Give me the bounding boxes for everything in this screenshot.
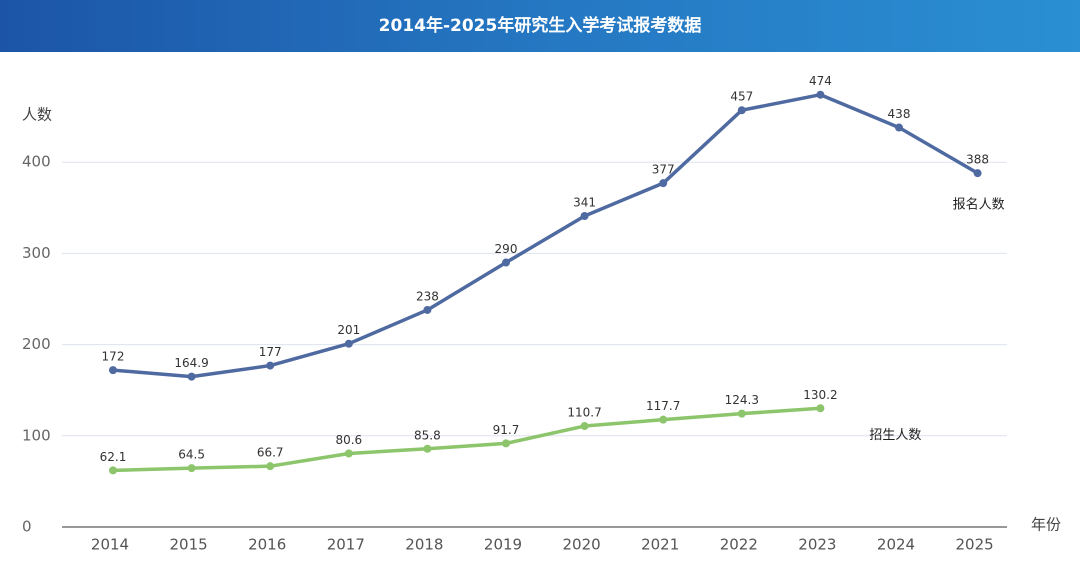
data-point	[580, 422, 589, 431]
x-tick-label: 2015	[170, 536, 208, 554]
series-line	[112, 406, 821, 473]
data-point	[266, 462, 275, 471]
data-point	[895, 123, 903, 132]
y-tick-label: 400	[22, 153, 51, 171]
x-tick-label: 2025	[956, 536, 994, 554]
x-axis-label: 年份	[1031, 516, 1061, 534]
y-tick-label: 100	[22, 426, 51, 444]
data-point	[502, 258, 510, 267]
data-label: 85.8	[414, 428, 441, 442]
x-tick-label: 2018	[405, 536, 443, 554]
data-label: 438	[888, 107, 911, 121]
data-label: 290	[495, 242, 518, 256]
data-label: 110.7	[567, 406, 601, 420]
data-label: 238	[416, 289, 439, 303]
data-label: 91.7	[493, 423, 520, 437]
data-point	[109, 466, 117, 475]
data-point	[187, 372, 196, 381]
data-label: 80.6	[335, 433, 362, 447]
data-label: 341	[573, 196, 596, 210]
data-label: 130.2	[803, 388, 837, 402]
data-label: 124.3	[725, 393, 759, 407]
data-point	[659, 415, 668, 424]
x-tick-label: 2023	[798, 536, 836, 554]
data-label: 66.7	[257, 446, 284, 460]
x-tick-label: 2024	[877, 536, 915, 554]
data-point	[973, 169, 982, 178]
data-point	[344, 449, 353, 458]
data-label: 117.7	[646, 399, 680, 413]
x-tick-label: 2014	[91, 536, 129, 554]
data-point	[109, 366, 117, 375]
data-point	[816, 404, 825, 413]
data-point	[344, 339, 353, 348]
x-tick-label: 2020	[563, 536, 601, 554]
y-axis-label: 人数	[22, 106, 52, 124]
series-line	[112, 92, 979, 379]
series-label: 报名人数	[953, 197, 1005, 213]
x-tick-label: 2021	[641, 536, 679, 554]
data-label: 164.9	[174, 356, 208, 370]
data-point	[423, 305, 432, 314]
x-tick-label: 2016	[248, 536, 286, 554]
data-label: 177	[259, 345, 282, 359]
series-label: 招生人数	[869, 428, 921, 443]
data-point	[816, 90, 825, 99]
x-tick-label: 2019	[484, 536, 522, 554]
data-point	[502, 439, 510, 448]
data-point	[266, 361, 275, 370]
data-label: 64.5	[178, 448, 205, 462]
x-tick-label: 2017	[327, 536, 365, 554]
data-label: 474	[809, 74, 832, 88]
chart-title: 2014年-2025年研究生入学考试报考数据	[379, 15, 702, 36]
x-tick-label: 2022	[720, 536, 758, 554]
data-label: 388	[966, 153, 989, 167]
data-label: 377	[652, 163, 675, 177]
data-point	[580, 212, 589, 221]
data-point	[187, 464, 196, 473]
data-point	[737, 106, 746, 115]
data-point	[423, 444, 432, 453]
data-point	[659, 179, 668, 188]
data-label: 201	[337, 323, 360, 337]
data-label: 172	[102, 350, 125, 364]
y-tick-label: 300	[22, 244, 51, 262]
data-label: 62.1	[100, 450, 127, 464]
data-label: 457	[730, 90, 753, 104]
y-tick-label: 0	[22, 518, 32, 536]
title-bar	[0, 0, 1080, 52]
y-tick-label: 200	[22, 335, 51, 353]
data-point	[737, 409, 746, 418]
